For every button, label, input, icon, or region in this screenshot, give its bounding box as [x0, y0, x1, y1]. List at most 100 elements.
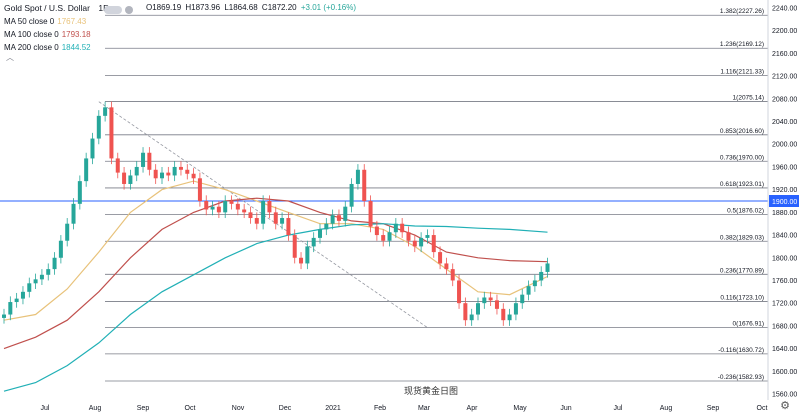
- candle-body: [324, 223, 329, 230]
- fib-level-label: -0.236(1582.93): [718, 374, 764, 381]
- candle-body: [457, 280, 462, 304]
- candle-body: [261, 201, 266, 224]
- candle-body: [476, 303, 480, 315]
- candle-body: [488, 297, 493, 301]
- fib-level-label: 0.382(1829.03): [720, 234, 764, 241]
- y-tick-label: 1760.00: [772, 278, 797, 285]
- candle-body: [305, 246, 310, 264]
- y-tick-label: 2160.00: [772, 51, 797, 58]
- fib-level-label: 0.853(2016.60): [720, 128, 764, 135]
- price-candles: [2, 101, 550, 326]
- candle-body: [330, 215, 335, 224]
- ma200-value: 1844.52: [61, 43, 91, 52]
- candle-body: [204, 201, 209, 210]
- candle-body: [299, 257, 304, 264]
- high-value: H1873.96: [185, 3, 221, 12]
- y-tick-label: 1880.00: [772, 210, 797, 217]
- legend-ma200[interactable]: MA 200 close 0 1844.52: [4, 41, 109, 54]
- x-tick-label: Feb: [374, 405, 386, 412]
- fib-level-label: 1.116(2121.33): [720, 68, 764, 75]
- y-tick-label: 1960.00: [772, 164, 797, 171]
- candle-body: [419, 237, 424, 247]
- fibonacci-levels: 1.382(2227.26) 1.236(2169.12) 1.116(2121.3…: [0, 8, 768, 382]
- y-tick-label: 2120.00: [772, 74, 797, 81]
- candle-body: [229, 201, 234, 204]
- x-tick-label: Aug: [660, 405, 673, 412]
- fib-level-label: 1(2075.14): [733, 95, 764, 102]
- change-value: +3.01 (+0.16%): [300, 3, 357, 12]
- x-tick-label: Jun: [560, 405, 571, 412]
- visibility-toggle[interactable]: [104, 6, 122, 14]
- x-tick-label: Jul: [41, 405, 50, 412]
- fib-level-label: 0.236(1770.89): [720, 267, 764, 274]
- candle-body: [141, 152, 146, 167]
- candle-body: [242, 209, 247, 213]
- low-value: L1864.68: [224, 3, 258, 12]
- candle-body: [166, 172, 171, 176]
- candle-body: [273, 212, 278, 224]
- candle-body: [362, 169, 367, 201]
- candle-body: [65, 223, 70, 241]
- fib-level-label: 0.618(1923.01): [720, 181, 764, 188]
- candle-body: [311, 237, 316, 247]
- ma50-label: MA 50 close 0: [4, 17, 55, 26]
- candle-body: [450, 269, 455, 281]
- candle-body: [539, 271, 544, 281]
- x-tick-label: Oct: [757, 405, 768, 412]
- candle-body: [507, 314, 512, 321]
- candle-body: [71, 203, 76, 224]
- trendline: [98, 101, 428, 328]
- legend: Gold Spot / U.S. Dollar 1D MA 50 close 0…: [4, 2, 109, 54]
- candle-body: [20, 291, 25, 299]
- candle-body: [355, 169, 360, 184]
- candle-body: [96, 115, 101, 139]
- current-price-badge: [769, 195, 799, 207]
- candle-body: [513, 303, 518, 315]
- legend-ma100[interactable]: MA 100 close 0 1793.18: [4, 28, 109, 41]
- candle-body: [90, 138, 95, 159]
- candle-body: [46, 269, 51, 275]
- candle-body: [178, 166, 183, 170]
- candle-body: [532, 280, 537, 287]
- fib-level-label: 0(1676.91): [733, 321, 764, 328]
- ma-50-line: [3, 180, 548, 321]
- y-tick-label: 1800.00: [772, 255, 797, 262]
- gear-icon[interactable]: ⚙: [780, 400, 790, 412]
- collapse-legend-icon[interactable]: ︿: [6, 53, 14, 62]
- interval-label[interactable]: 1D: [98, 3, 109, 13]
- x-tick-label: May: [513, 405, 527, 412]
- fib-level-label: -0.116(1630.72): [718, 347, 764, 354]
- ma50-value: 1767.43: [57, 17, 87, 26]
- y-tick-label: 1920.00: [772, 187, 797, 194]
- candle-body: [400, 223, 405, 233]
- candle-body: [33, 279, 38, 284]
- x-tick-label: 2021: [325, 405, 341, 412]
- y-tick-label: 1680.00: [772, 323, 797, 330]
- candle-body: [412, 240, 417, 247]
- candle-body: [77, 181, 82, 204]
- candle-body: [14, 298, 19, 303]
- y-tick-label: 1560.00: [772, 392, 797, 399]
- candle-body: [482, 297, 487, 304]
- candle-body: [185, 169, 190, 174]
- legend-ma50[interactable]: MA 50 close 0 1767.43: [4, 15, 109, 28]
- close-value: C1872.20: [261, 3, 297, 12]
- candle-body: [267, 201, 272, 213]
- candle-body: [197, 178, 202, 201]
- y-tick-label: 2080.00: [772, 96, 797, 103]
- candle-body: [431, 235, 436, 253]
- candle-body: [545, 263, 550, 272]
- candle-body: [349, 183, 354, 207]
- candle-body: [58, 240, 63, 258]
- candle-body: [84, 158, 89, 182]
- ma-100-line: [3, 197, 548, 350]
- candle-body: [248, 212, 253, 219]
- ohlc-readout: O1869.19 H1873.96 L1864.68 C1872.20 +3.0…: [146, 3, 358, 12]
- axes: 2240.00 2200.00 2160.00 2120.00 2080.00 2040.…: [41, 0, 799, 412]
- y-tick-label: 2000.00: [772, 142, 797, 149]
- candle-body: [2, 314, 6, 318]
- candle-body: [122, 172, 127, 184]
- candle-body: [52, 257, 57, 270]
- fib-level-label: 0.736(1970.00): [720, 154, 764, 161]
